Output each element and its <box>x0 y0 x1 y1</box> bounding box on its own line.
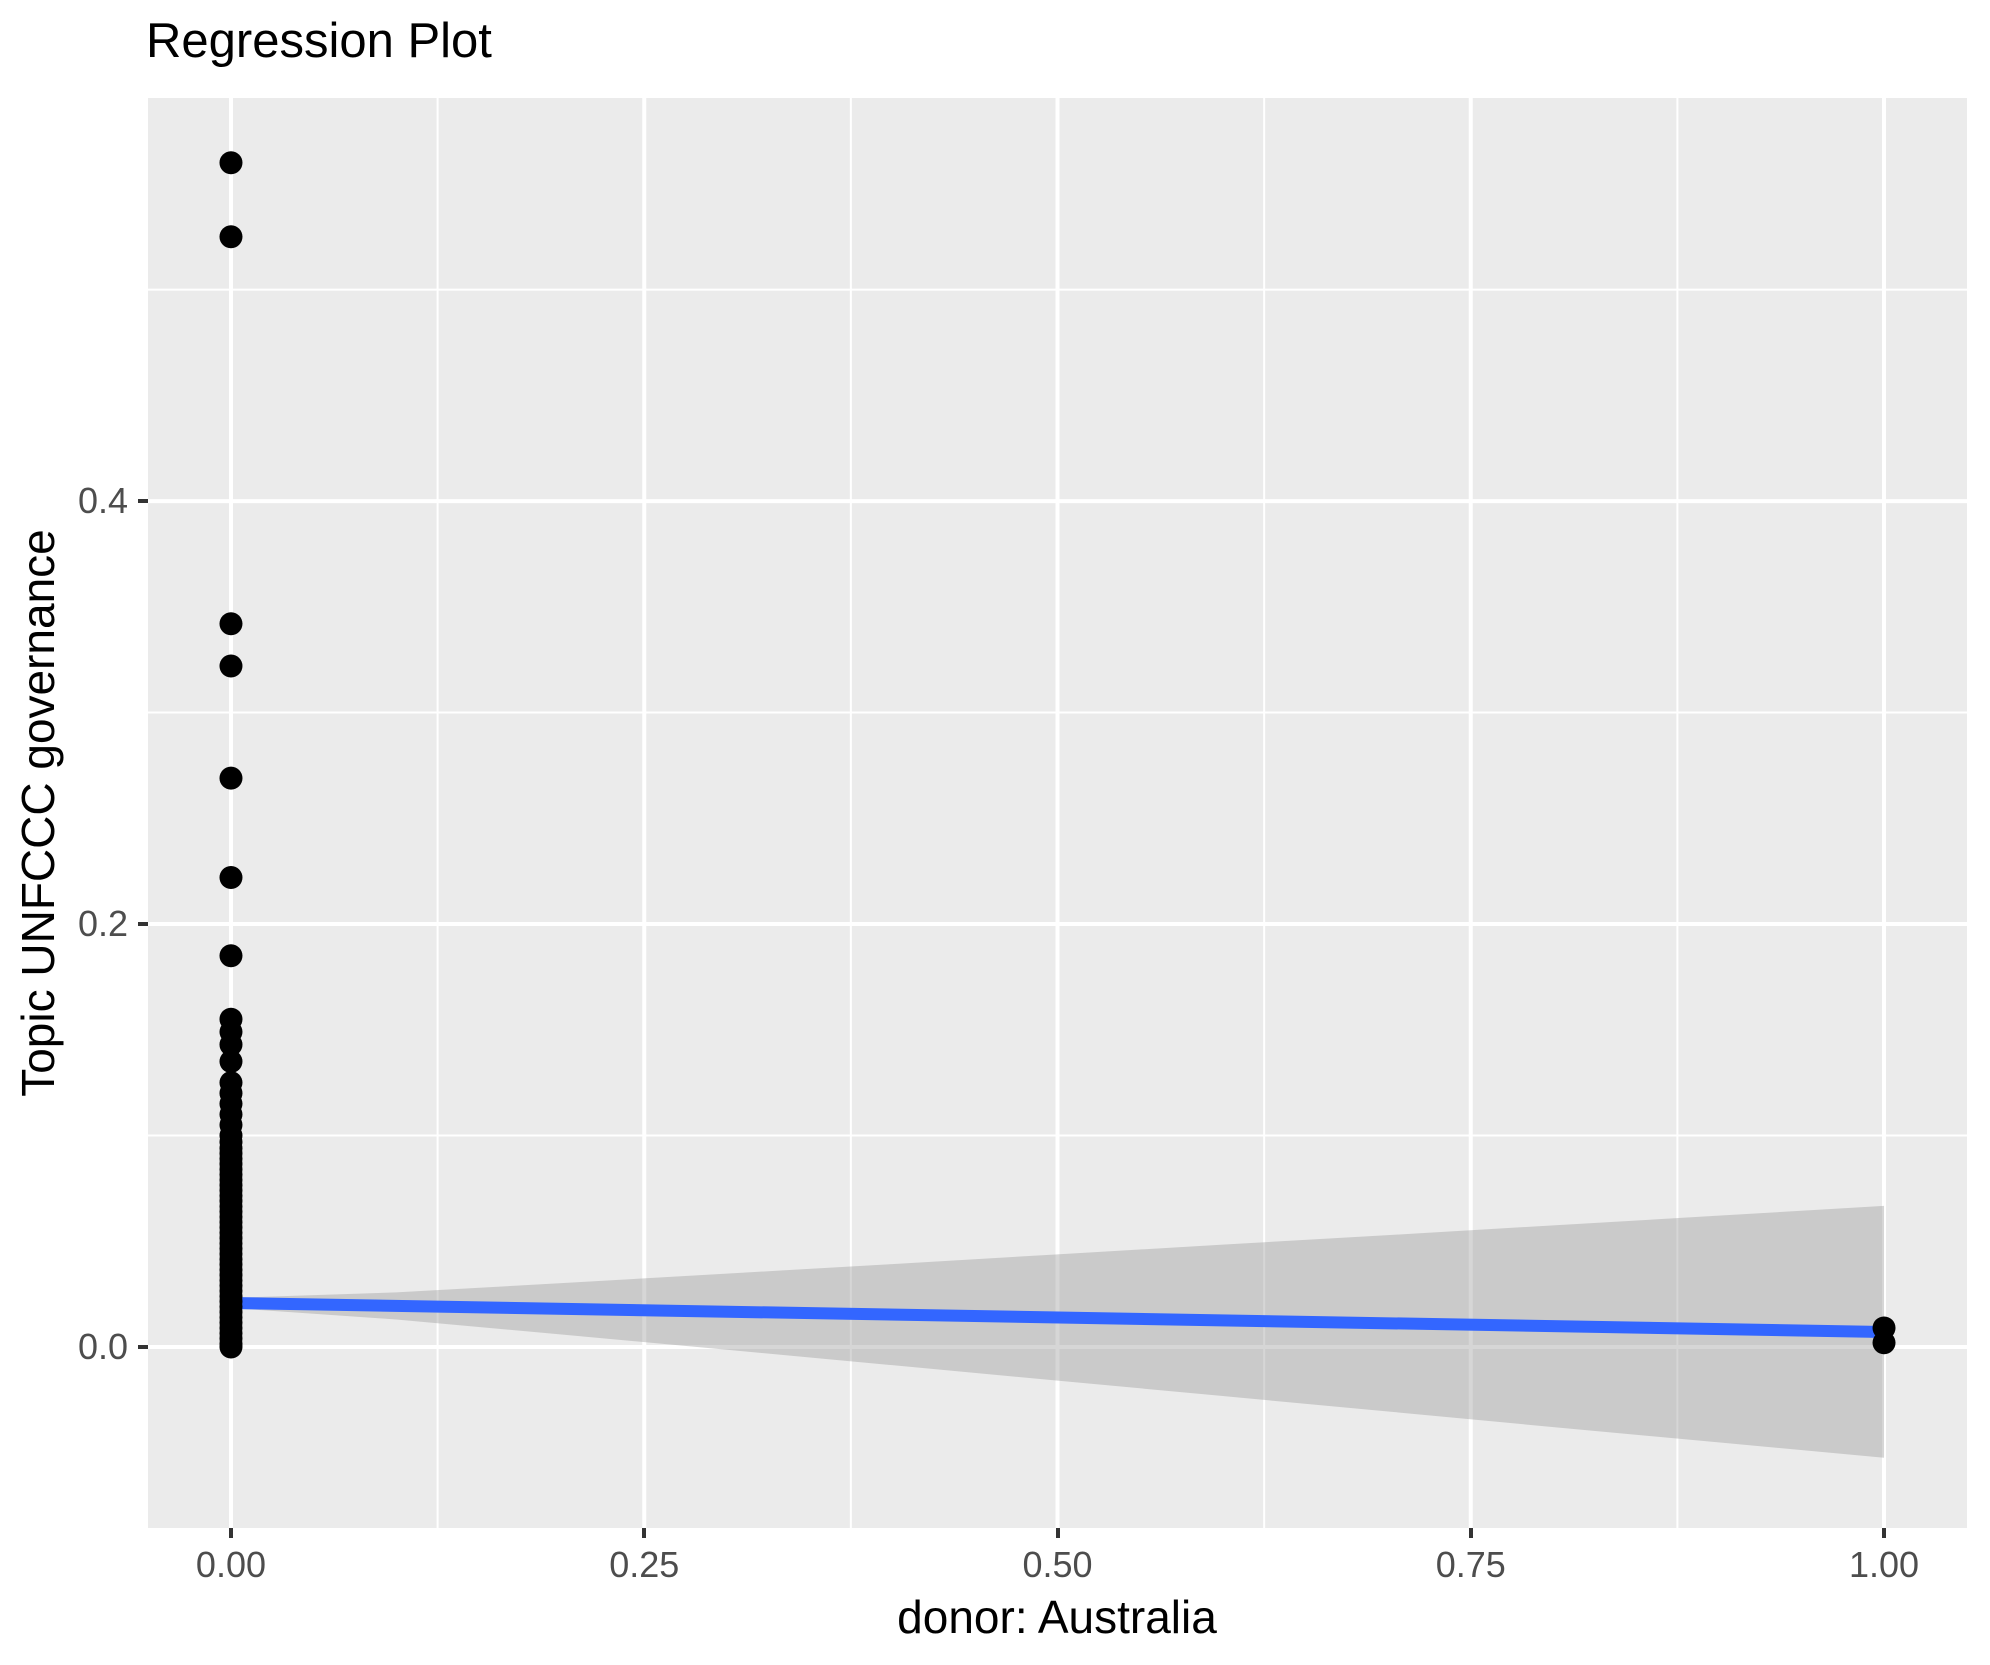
x-tick-mark <box>642 1528 647 1538</box>
data-point <box>219 225 243 249</box>
data-point <box>219 1033 243 1057</box>
x-axis-title-text: donor: Australia <box>897 1591 1217 1643</box>
x-tick-mark <box>228 1528 233 1538</box>
x-tick-label: 0.50 <box>1022 1544 1093 1585</box>
y-tick-label: 0.4 <box>77 480 128 522</box>
y-tick-label: 0.0 <box>77 1325 128 1367</box>
x-tick-mark <box>1882 1528 1887 1538</box>
x-tick-label: 0.75 <box>1435 1544 1506 1585</box>
x-tick-label: 1.00 <box>1848 1544 1920 1585</box>
y-tick-mark <box>138 922 148 927</box>
plot-panel <box>148 98 1967 1528</box>
data-point <box>1872 1331 1896 1355</box>
data-point <box>219 866 243 890</box>
y-axis-title: Topic UNFCCC governance <box>12 529 64 1097</box>
plot-panel-canvas <box>148 98 1967 1528</box>
confidence-band <box>230 1205 1885 1458</box>
x-tick-mark <box>1055 1528 1060 1538</box>
data-point <box>219 766 243 790</box>
data-point <box>219 151 243 175</box>
x-tick-label: 0.25 <box>609 1544 680 1585</box>
x-axis-title: donor: Australia <box>0 1590 1990 1644</box>
data-point <box>219 944 243 968</box>
data-point <box>219 654 243 678</box>
y-tick-label: 0.2 <box>77 903 128 945</box>
data-point <box>219 1049 243 1073</box>
y-tick-mark <box>138 499 148 504</box>
data-point <box>219 612 243 636</box>
regression-line <box>224 1296 1891 1338</box>
data-point <box>219 1335 243 1359</box>
plot-title: Regression Plot <box>146 14 492 68</box>
x-tick-mark <box>1468 1528 1473 1538</box>
y-tick-mark <box>138 1344 148 1349</box>
x-tick-label: 0.00 <box>195 1544 266 1585</box>
